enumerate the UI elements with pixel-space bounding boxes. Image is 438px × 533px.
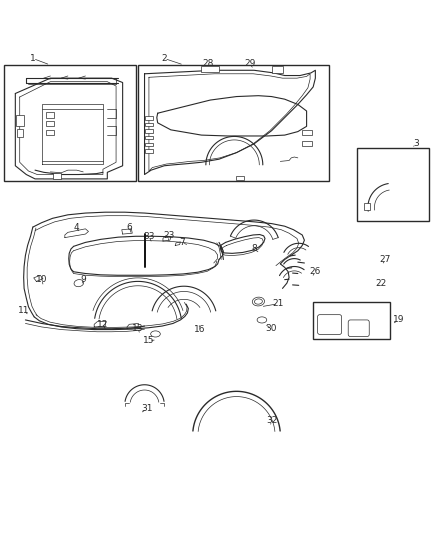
Bar: [302, 130, 312, 135]
Text: 13: 13: [132, 324, 144, 333]
Bar: [46, 112, 54, 118]
Bar: [46, 121, 54, 126]
FancyBboxPatch shape: [318, 314, 342, 334]
Text: 2: 2: [162, 54, 167, 63]
Bar: [364, 203, 370, 211]
Ellipse shape: [151, 331, 160, 337]
Text: 16: 16: [194, 325, 205, 334]
Bar: [16, 115, 24, 126]
Text: 10: 10: [36, 275, 47, 284]
Text: 12: 12: [97, 320, 109, 329]
Ellipse shape: [252, 297, 265, 306]
Bar: [357, 148, 429, 221]
Text: 32: 32: [266, 416, 277, 425]
Text: 15: 15: [143, 336, 155, 345]
Text: 26: 26: [310, 267, 321, 276]
Text: 22: 22: [375, 279, 387, 288]
Ellipse shape: [254, 299, 262, 304]
Text: 11: 11: [18, 306, 30, 315]
Text: 31: 31: [141, 405, 152, 414]
FancyBboxPatch shape: [348, 320, 369, 336]
Bar: [145, 136, 153, 140]
Bar: [302, 141, 312, 146]
Text: 23: 23: [163, 231, 174, 240]
Text: 27: 27: [380, 255, 391, 264]
Bar: [138, 65, 328, 181]
Bar: [145, 123, 153, 126]
Text: 19: 19: [393, 316, 404, 325]
Bar: [46, 130, 54, 135]
Text: 3: 3: [413, 139, 419, 148]
Bar: [313, 302, 390, 339]
Bar: [201, 66, 219, 72]
Text: 8: 8: [251, 245, 257, 254]
Bar: [145, 142, 153, 146]
Text: 9: 9: [80, 275, 86, 284]
Bar: [272, 66, 283, 73]
Text: 7: 7: [179, 238, 185, 247]
Bar: [17, 128, 23, 138]
Ellipse shape: [257, 317, 267, 323]
Text: 21: 21: [272, 299, 284, 308]
Bar: [145, 130, 153, 133]
Bar: [145, 149, 153, 152]
Bar: [4, 65, 136, 181]
Text: 4: 4: [74, 223, 79, 231]
Text: 29: 29: [244, 59, 255, 68]
Text: 1: 1: [30, 54, 36, 63]
Bar: [53, 173, 61, 179]
Bar: [236, 176, 244, 180]
Bar: [145, 116, 153, 120]
Ellipse shape: [74, 280, 84, 287]
Text: 28: 28: [202, 59, 214, 68]
Text: 33: 33: [143, 232, 155, 241]
Text: 6: 6: [126, 223, 132, 231]
Text: 30: 30: [265, 324, 276, 333]
